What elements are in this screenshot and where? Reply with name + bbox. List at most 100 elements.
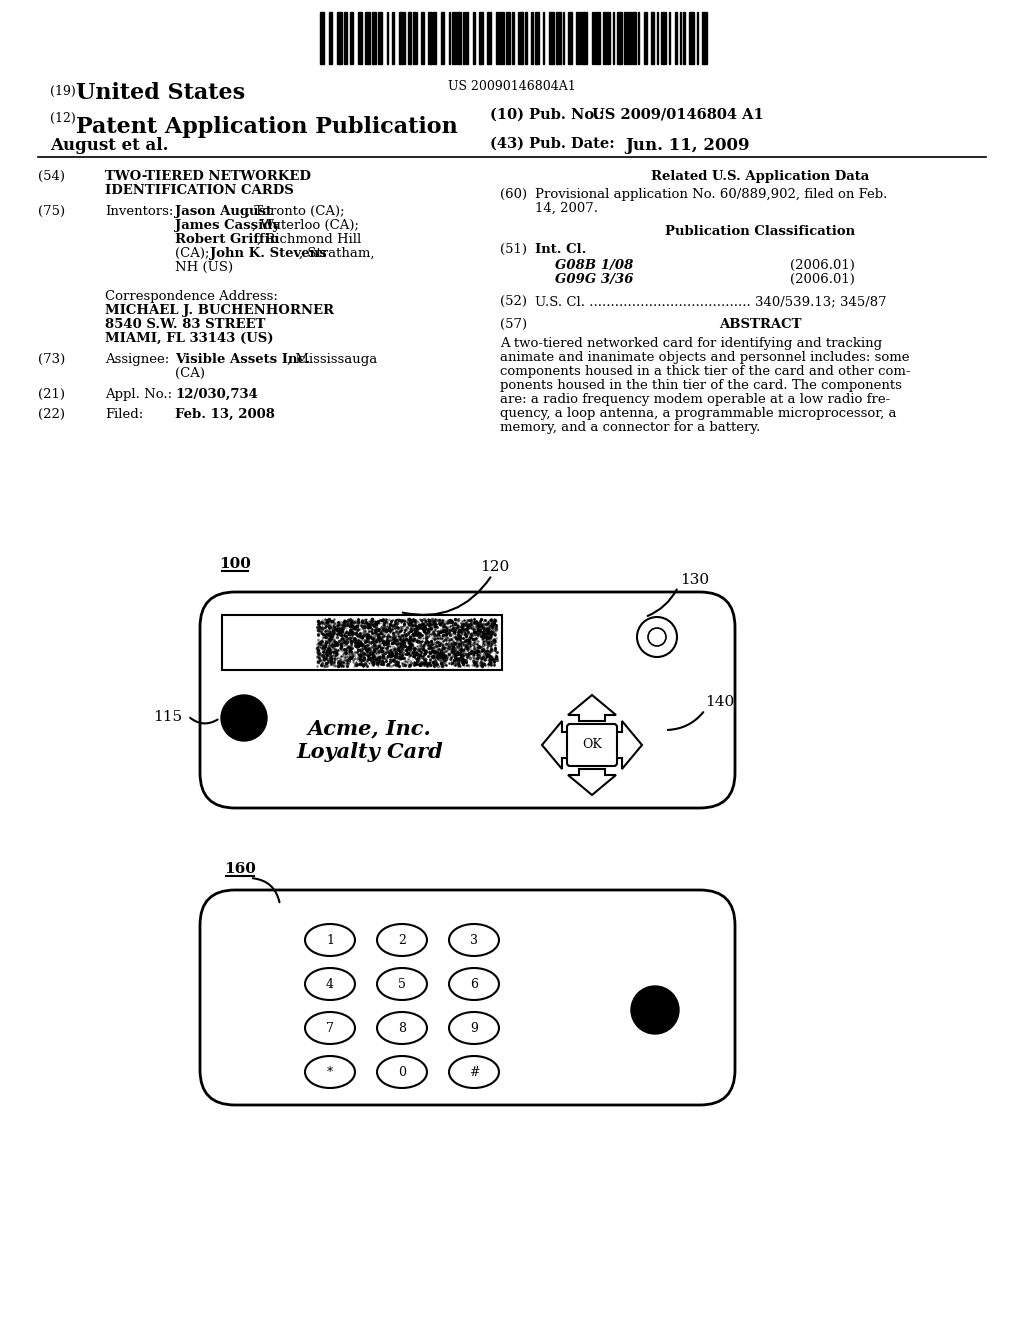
Text: 1: 1 [326, 933, 334, 946]
Text: 140: 140 [705, 696, 734, 709]
FancyArrowPatch shape [402, 577, 490, 615]
Bar [433, 12, 436, 63]
Bar [624, 12, 626, 63]
Bar [428, 12, 432, 63]
Text: (54): (54) [38, 170, 65, 183]
Text: Feb. 13, 2008: Feb. 13, 2008 [175, 408, 274, 421]
Text: Int. Cl.: Int. Cl. [535, 243, 587, 256]
Text: 2: 2 [398, 933, 406, 946]
Bar [531, 12, 534, 63]
Text: Provisional application No. 60/889,902, filed on Feb.: Provisional application No. 60/889,902, … [535, 187, 888, 201]
Text: *: * [327, 1065, 333, 1078]
Text: are: a radio frequency modem operable at a low radio fre-: are: a radio frequency modem operable at… [500, 393, 890, 407]
Text: memory, and a connector for a battery.: memory, and a connector for a battery. [500, 421, 761, 434]
Ellipse shape [377, 968, 427, 1001]
Text: Jun. 11, 2009: Jun. 11, 2009 [625, 137, 750, 154]
Text: (73): (73) [38, 352, 66, 366]
Text: (CA): (CA) [175, 367, 205, 380]
Ellipse shape [449, 1056, 499, 1088]
FancyArrowPatch shape [647, 590, 677, 616]
Text: (57): (57) [500, 318, 527, 331]
Text: 4: 4 [326, 978, 334, 990]
Text: , Stratham,: , Stratham, [299, 247, 374, 260]
Bar [512, 12, 514, 63]
Circle shape [631, 986, 679, 1034]
Text: (2006.01): (2006.01) [790, 259, 855, 272]
Circle shape [221, 696, 267, 741]
Text: Inventors:: Inventors: [105, 205, 173, 218]
Ellipse shape [305, 924, 355, 956]
Text: (21): (21) [38, 388, 65, 401]
Bar [549, 12, 554, 63]
Text: (12): (12) [50, 112, 76, 125]
Bar [496, 12, 499, 63]
Text: U.S. Cl. ...................................... 340/539.13; 345/87: U.S. Cl. ...............................… [535, 294, 887, 308]
Text: 160: 160 [224, 862, 256, 876]
Text: 120: 120 [480, 560, 509, 574]
Ellipse shape [449, 1012, 499, 1044]
Bar [222, 615, 502, 671]
Text: #: # [469, 1065, 479, 1078]
Bar [651, 12, 654, 63]
Ellipse shape [449, 924, 499, 956]
Text: TWO-TIERED NETWORKED: TWO-TIERED NETWORKED [105, 170, 311, 183]
Text: NH (US): NH (US) [175, 261, 233, 275]
Bar [463, 12, 465, 63]
Bar [603, 12, 606, 63]
Text: Visible Assets Inc.: Visible Assets Inc. [175, 352, 310, 366]
Polygon shape [568, 696, 616, 721]
Ellipse shape [305, 1012, 355, 1044]
Bar [596, 12, 600, 63]
Text: Correspondence Address:: Correspondence Address: [105, 290, 278, 304]
Text: 100: 100 [219, 557, 251, 572]
Text: ABSTRACT: ABSTRACT [719, 318, 801, 331]
Circle shape [648, 628, 666, 645]
Text: Appl. No.:: Appl. No.: [105, 388, 172, 401]
Text: components housed in a thick tier of the card and other com-: components housed in a thick tier of the… [500, 366, 910, 378]
Ellipse shape [305, 968, 355, 1001]
Bar [441, 12, 444, 63]
Bar [518, 12, 523, 63]
Text: MICHAEL J. BUCHENHORNER: MICHAEL J. BUCHENHORNER [105, 304, 334, 317]
Text: Acme, Inc.: Acme, Inc. [308, 718, 432, 738]
Bar [683, 12, 685, 63]
Bar [337, 12, 342, 63]
Text: Loyalty Card: Loyalty Card [297, 742, 443, 762]
Text: James Cassidy: James Cassidy [175, 219, 281, 232]
Text: Related U.S. Application Data: Related U.S. Application Data [651, 170, 869, 183]
Bar [487, 12, 490, 63]
Bar [575, 12, 581, 63]
FancyBboxPatch shape [567, 723, 617, 766]
FancyArrowPatch shape [668, 713, 703, 730]
Bar [479, 12, 483, 63]
Bar [617, 12, 622, 63]
Text: Assignee:: Assignee: [105, 352, 169, 366]
Bar [568, 12, 572, 63]
Bar [319, 12, 324, 63]
Text: 115: 115 [153, 710, 182, 723]
Text: animate and inanimate objects and personnel includes: some: animate and inanimate objects and person… [500, 351, 909, 364]
Text: Publication Classification: Publication Classification [665, 224, 855, 238]
Bar [675, 12, 677, 63]
Text: MIAMI, FL 33143 (US): MIAMI, FL 33143 (US) [105, 333, 273, 345]
FancyArrowPatch shape [253, 878, 280, 903]
FancyArrowPatch shape [190, 718, 218, 723]
Text: ponents housed in the thin tier of the card. The components: ponents housed in the thin tier of the c… [500, 379, 902, 392]
Polygon shape [542, 721, 568, 770]
Bar [702, 12, 707, 63]
Ellipse shape [305, 1056, 355, 1088]
Text: Robert Griffin: Robert Griffin [175, 234, 280, 246]
Text: 14, 2007.: 14, 2007. [535, 202, 598, 215]
Text: (43) Pub. Date:: (43) Pub. Date: [490, 137, 614, 150]
Bar [413, 12, 417, 63]
Ellipse shape [377, 1056, 427, 1088]
Bar [350, 12, 353, 63]
Text: 8540 S.W. 83 STREET: 8540 S.W. 83 STREET [105, 318, 265, 331]
Text: Jason August: Jason August [175, 205, 272, 218]
Bar [500, 12, 504, 63]
Bar [408, 12, 411, 63]
Bar [372, 12, 376, 63]
Bar [399, 12, 403, 63]
Bar [662, 12, 666, 63]
Bar [644, 12, 647, 63]
